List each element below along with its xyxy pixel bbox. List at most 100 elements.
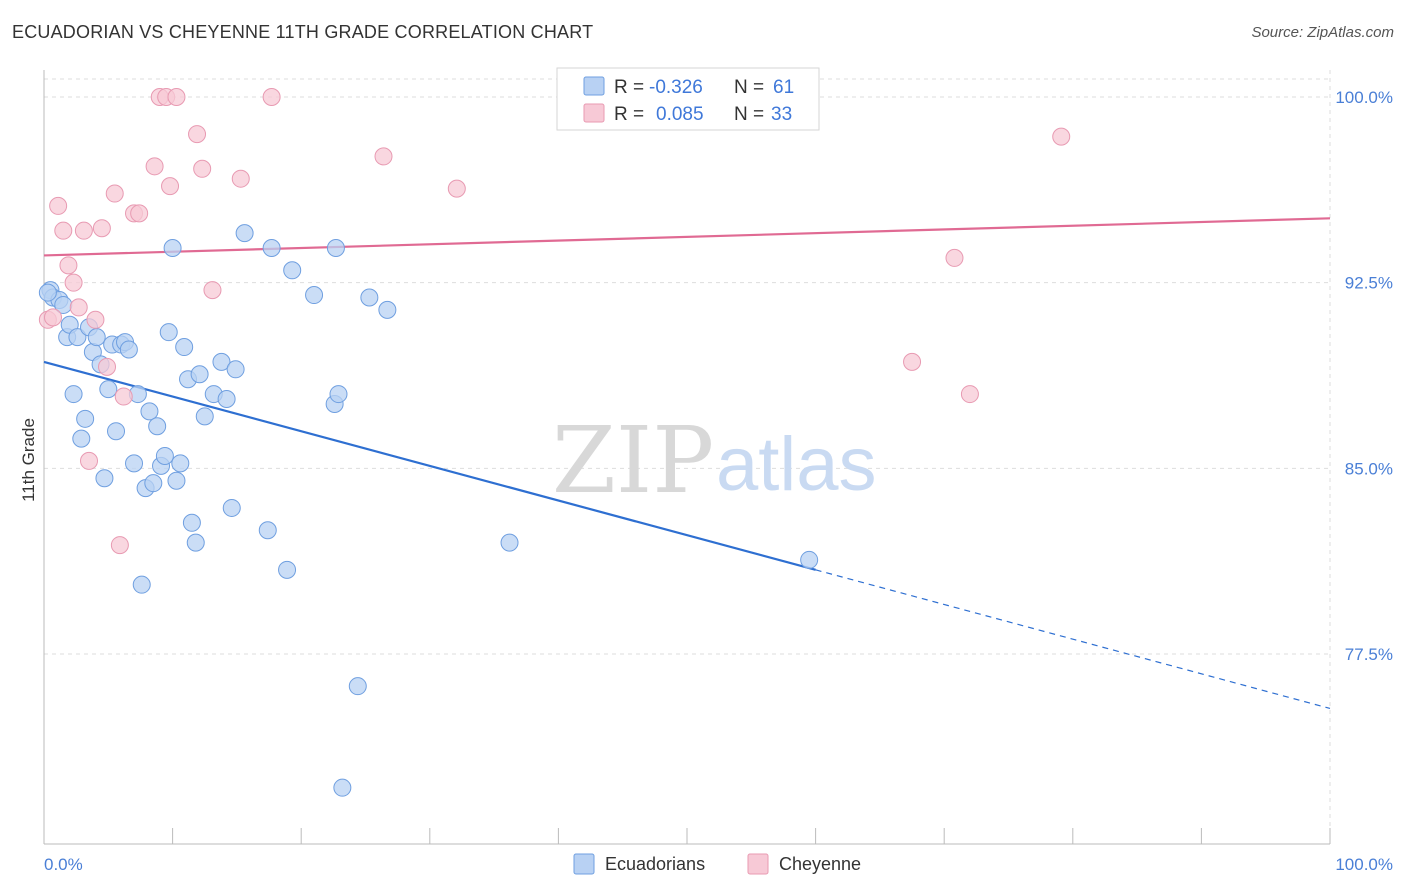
point-cheyenne-5 bbox=[64, 273, 83, 292]
chart-title: ECUADORIAN VS CHEYENNE 11TH GRADE CORREL… bbox=[12, 22, 594, 42]
point-ecuadorians-33 bbox=[171, 454, 190, 473]
point-cheyenne-30 bbox=[945, 248, 964, 267]
point-ecuadorians-60 bbox=[38, 283, 57, 302]
point-ecuadorians-21 bbox=[125, 454, 144, 473]
point-ecuadorians-6 bbox=[64, 385, 83, 404]
point-cheyenne-9 bbox=[86, 310, 105, 329]
point-ecuadorians-38 bbox=[190, 365, 209, 384]
point-ecuadorians-23 bbox=[132, 575, 151, 594]
point-ecuadorians-9 bbox=[76, 409, 95, 428]
trend-layer bbox=[43, 217, 1331, 710]
point-ecuadorians-55 bbox=[348, 677, 367, 696]
y-axis-label: 11th Grade bbox=[19, 418, 38, 502]
point-cheyenne-27 bbox=[374, 147, 393, 166]
point-cheyenne-14 bbox=[114, 387, 133, 406]
trend-line-ecuadorians bbox=[43, 360, 816, 571]
point-ecuadorians-50 bbox=[305, 286, 324, 305]
point-cheyenne-8 bbox=[80, 451, 99, 470]
x-tick-label-1: 100.0% bbox=[1335, 855, 1393, 874]
y-tick-label-2: 85.0% bbox=[1345, 459, 1393, 478]
point-cheyenne-7 bbox=[74, 221, 93, 240]
point-ecuadorians-44 bbox=[226, 360, 245, 379]
point-ecuadorians-47 bbox=[262, 239, 281, 258]
point-cheyenne-16 bbox=[130, 204, 149, 223]
point-ecuadorians-8 bbox=[72, 429, 91, 448]
legend-r-value-1: -0.326 bbox=[649, 77, 703, 98]
trend-line-cheyenne bbox=[43, 217, 1331, 257]
point-cheyenne-32 bbox=[1052, 127, 1071, 146]
axes-layer bbox=[43, 70, 1331, 845]
point-cheyenne-29 bbox=[903, 352, 922, 371]
chart-source: Source: ZipAtlas.com bbox=[1251, 24, 1394, 41]
trend-extension-ecuadorians bbox=[815, 569, 1331, 710]
point-cheyenne-24 bbox=[203, 281, 222, 300]
legend-r-label-1: R = bbox=[614, 77, 644, 98]
point-cheyenne-20 bbox=[161, 177, 180, 196]
point-cheyenne-31 bbox=[960, 385, 979, 404]
x-tick-labels: 0.0% 100.0% bbox=[44, 855, 1393, 874]
x-tick-label-0: 0.0% bbox=[44, 855, 83, 874]
legend-n-label-2: N = bbox=[734, 104, 764, 125]
point-ecuadorians-29 bbox=[155, 446, 174, 465]
watermark-zip: ZIP bbox=[552, 407, 714, 514]
point-ecuadorians-31 bbox=[163, 239, 182, 258]
legend-swatch-pink bbox=[583, 103, 605, 123]
point-ecuadorians-14 bbox=[95, 469, 114, 488]
point-cheyenne-12 bbox=[105, 184, 124, 203]
legend-n-value-2: 33 bbox=[771, 104, 792, 125]
y-tick-labels: 100.0% 92.5% 85.0% 77.5% bbox=[1335, 88, 1393, 664]
point-cheyenne-26 bbox=[262, 88, 281, 106]
series-legend-swatch-ecuadorians bbox=[573, 853, 595, 875]
point-ecuadorians-48 bbox=[278, 560, 297, 579]
point-ecuadorians-20 bbox=[119, 340, 138, 359]
point-cheyenne-28 bbox=[447, 179, 466, 198]
point-ecuadorians-56 bbox=[360, 288, 379, 307]
legend-r-label-2: R = bbox=[614, 104, 644, 125]
point-ecuadorians-26 bbox=[144, 474, 163, 493]
watermark: ZIP atlas bbox=[552, 407, 877, 514]
legend-swatch-blue bbox=[583, 76, 605, 96]
point-ecuadorians-27 bbox=[148, 417, 167, 436]
point-cheyenne-23 bbox=[193, 159, 212, 178]
point-ecuadorians-25 bbox=[140, 402, 159, 421]
point-cheyenne-1 bbox=[44, 308, 63, 327]
legend-n-label-1: N = bbox=[734, 77, 764, 98]
point-ecuadorians-7 bbox=[68, 328, 87, 347]
point-ecuadorians-52 bbox=[329, 385, 348, 404]
point-ecuadorians-53 bbox=[326, 239, 345, 258]
watermark-atlas: atlas bbox=[716, 422, 877, 507]
point-ecuadorians-57 bbox=[378, 300, 397, 319]
series-legend-cheyenne: Cheyenne bbox=[779, 854, 861, 874]
point-cheyenne-10 bbox=[92, 219, 111, 238]
stats-legend: R = -0.326 N = 61 R = 0.085 N = 33 bbox=[556, 67, 820, 131]
point-ecuadorians-45 bbox=[235, 224, 254, 243]
legend-n-value-1: 61 bbox=[773, 77, 794, 98]
point-ecuadorians-17 bbox=[107, 422, 126, 441]
point-ecuadorians-54 bbox=[333, 778, 352, 797]
point-cheyenne-3 bbox=[54, 221, 73, 240]
point-cheyenne-22 bbox=[188, 125, 207, 144]
point-cheyenne-25 bbox=[231, 169, 250, 188]
point-cheyenne-2 bbox=[49, 196, 68, 215]
series-legend-ecuadorians: Ecuadorians bbox=[605, 854, 705, 874]
point-ecuadorians-42 bbox=[217, 390, 236, 409]
point-cheyenne-17 bbox=[145, 157, 164, 176]
point-ecuadorians-12 bbox=[87, 328, 106, 347]
y-tick-label-1: 92.5% bbox=[1345, 274, 1393, 293]
point-cheyenne-13 bbox=[110, 536, 129, 555]
point-ecuadorians-15 bbox=[99, 380, 118, 399]
point-ecuadorians-49 bbox=[283, 261, 302, 280]
point-ecuadorians-34 bbox=[175, 338, 194, 357]
point-ecuadorians-32 bbox=[167, 471, 186, 490]
series-legend: Ecuadorians Cheyenne bbox=[573, 853, 861, 875]
y-tick-label-0: 100.0% bbox=[1335, 88, 1393, 107]
point-ecuadorians-39 bbox=[195, 407, 214, 426]
series-legend-swatch-cheyenne bbox=[747, 853, 769, 875]
point-cheyenne-4 bbox=[59, 256, 78, 275]
point-ecuadorians-43 bbox=[222, 498, 241, 517]
point-ecuadorians-58 bbox=[500, 533, 519, 552]
legend-r-value-2: 0.085 bbox=[656, 104, 704, 125]
point-cheyenne-6 bbox=[69, 298, 88, 317]
point-ecuadorians-36 bbox=[182, 513, 201, 532]
